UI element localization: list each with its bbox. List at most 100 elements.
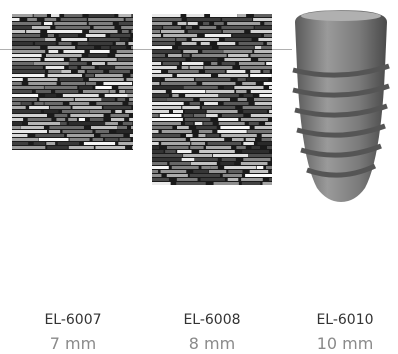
stripe <box>152 26 162 29</box>
stripe <box>12 50 45 53</box>
stripe <box>236 90 246 93</box>
stripe <box>188 30 222 33</box>
stripe <box>69 66 78 69</box>
stripe <box>210 14 237 17</box>
stripe <box>152 118 183 121</box>
stripe <box>130 134 133 137</box>
stripe <box>251 114 272 117</box>
stripe <box>88 54 107 57</box>
stripe <box>271 170 272 173</box>
stripe <box>60 122 67 125</box>
stripe <box>12 30 25 33</box>
stripe <box>238 78 246 81</box>
stripe <box>12 70 45 73</box>
stripe <box>46 142 55 145</box>
stripe <box>88 18 124 21</box>
stripe <box>45 38 56 41</box>
stripe <box>109 70 130 73</box>
stripe <box>152 62 161 65</box>
stripe <box>44 22 52 25</box>
stripe <box>224 58 250 61</box>
stripe <box>39 98 73 101</box>
stripe <box>95 74 123 77</box>
stripe <box>152 54 165 57</box>
stripe <box>262 138 271 141</box>
stripe <box>176 182 205 185</box>
stripe <box>217 130 246 133</box>
stripe <box>152 114 159 117</box>
stripe <box>190 102 200 105</box>
stripe <box>203 122 212 125</box>
stripe <box>220 162 234 165</box>
stripe <box>90 50 110 53</box>
stripe <box>12 78 23 81</box>
stripe <box>110 90 116 93</box>
stripe <box>118 142 133 145</box>
stripe <box>248 154 272 157</box>
stripe <box>69 138 89 141</box>
stripe <box>12 110 41 113</box>
stripe <box>61 18 87 21</box>
stripe <box>12 26 32 29</box>
stripe <box>44 110 59 113</box>
stripe <box>115 54 133 57</box>
product-image[interactable] <box>12 14 133 150</box>
stripe <box>119 90 125 93</box>
stripe <box>198 134 205 137</box>
stripe <box>61 70 71 73</box>
stripe <box>269 178 272 181</box>
stripe <box>221 134 257 137</box>
stripe <box>48 70 61 73</box>
stripe <box>12 98 37 101</box>
stripe <box>161 82 196 85</box>
stripe <box>183 154 212 157</box>
stripe <box>152 42 175 45</box>
stripe <box>12 42 33 45</box>
stripe <box>107 62 133 65</box>
stripe <box>264 22 272 25</box>
stripe <box>255 102 272 105</box>
stripe <box>36 90 51 93</box>
stripe <box>208 142 241 145</box>
stripe <box>247 78 268 81</box>
stripe <box>12 122 22 125</box>
stripe <box>191 162 217 165</box>
stripe <box>152 146 159 149</box>
stripe <box>251 90 272 93</box>
stripe <box>245 174 272 177</box>
stripe <box>200 178 224 181</box>
product-code: EL-6008 <box>152 312 272 328</box>
stripe <box>49 130 60 133</box>
stripe <box>185 110 205 113</box>
stripe <box>241 178 263 181</box>
stripe <box>224 166 256 169</box>
stripe <box>129 118 133 121</box>
stripe <box>192 38 219 41</box>
stripe <box>125 110 133 113</box>
product-image[interactable] <box>152 14 272 185</box>
stripe <box>221 26 253 29</box>
stripe <box>173 110 183 113</box>
stripe <box>55 26 90 29</box>
implant-top <box>301 11 381 21</box>
stripe <box>152 14 181 17</box>
stripe <box>177 150 191 153</box>
stripe <box>12 58 41 61</box>
stripe <box>250 170 268 173</box>
product-image[interactable] <box>285 8 397 204</box>
stripe <box>228 170 242 173</box>
stripe <box>27 18 37 21</box>
stripe <box>257 166 264 169</box>
stripe <box>225 38 252 41</box>
stripe <box>128 42 133 45</box>
stripe <box>12 74 45 77</box>
stripe <box>126 78 133 81</box>
stripe <box>34 62 69 65</box>
stripe <box>120 138 131 141</box>
stripe <box>192 54 227 57</box>
stripe <box>79 86 92 89</box>
stripe <box>200 98 230 101</box>
stripe <box>70 114 103 117</box>
stripe <box>103 106 131 109</box>
stripe <box>48 74 82 77</box>
